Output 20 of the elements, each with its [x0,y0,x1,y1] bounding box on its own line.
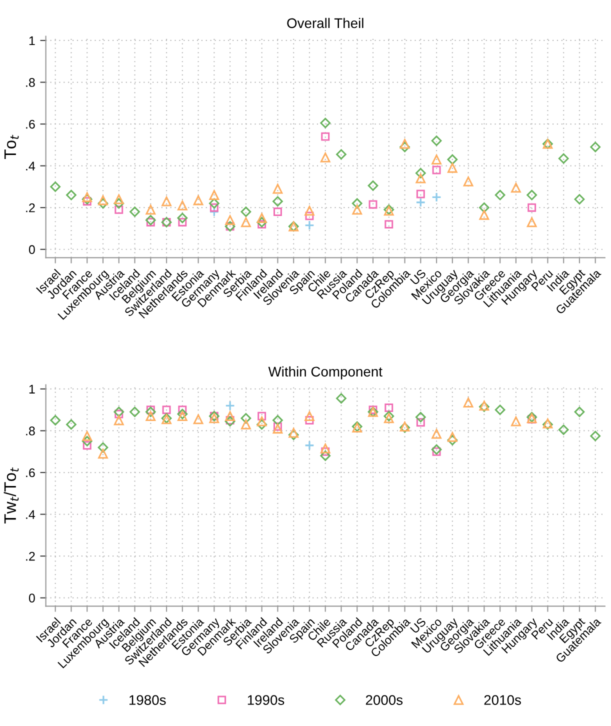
y-tick-label: .6 [26,120,35,129]
legend-label: 1990s [248,695,284,705]
chart-title: Within Component [268,366,382,380]
y-tick-label: 0 [28,245,35,254]
y-tick-label: .8 [26,78,35,87]
y-tick-label: 1 [29,36,35,46]
y-tick-label: .6 [26,468,35,478]
y-axis-title: To$_{t}$ [4,134,19,159]
legend-label: 1980s [129,695,166,705]
legend-label: 2000s [366,695,403,705]
y-tick-label: .2 [26,552,35,561]
y-tick-label: .4 [26,162,36,170]
y-tick-label: .8 [26,426,35,436]
y-tick-label: 1 [29,384,35,394]
chart-title: Overall Theil [287,18,364,28]
y-tick-label: .2 [26,203,35,212]
y-axis-title: Tw$_{t}$/To$_{t}$ [4,467,19,524]
y-tick-label: .4 [26,510,36,519]
y-tick-label: 0 [28,594,35,603]
legend-label: 2010s [484,695,521,705]
